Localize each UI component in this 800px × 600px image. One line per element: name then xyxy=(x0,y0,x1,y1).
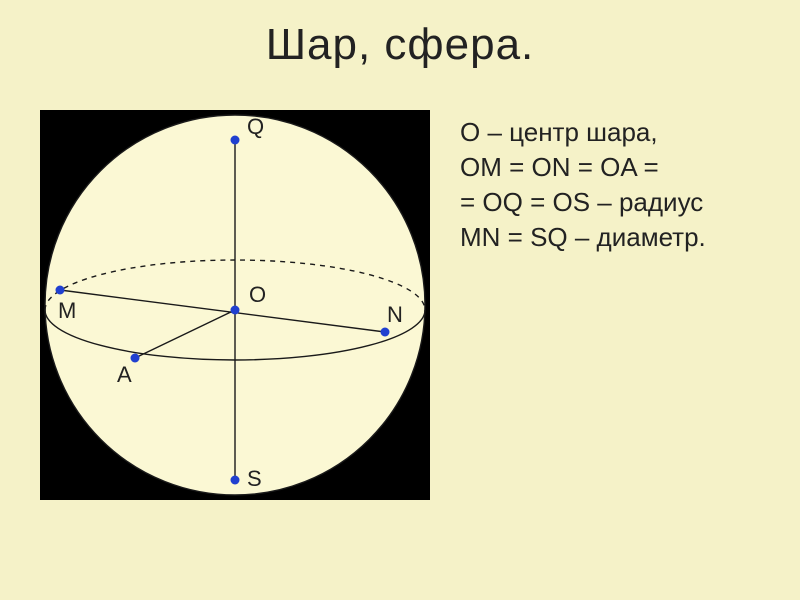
svg-text:S: S xyxy=(247,466,262,491)
page-title: Шар, сфера. xyxy=(0,0,800,70)
svg-text:M: M xyxy=(58,298,76,323)
svg-text:A: A xyxy=(117,362,132,387)
desc-line-2: ОМ = ОN = OA = xyxy=(460,150,706,185)
svg-text:O: O xyxy=(249,282,266,307)
description-block: О – центр шара, ОМ = ОN = OA = = OQ = OS… xyxy=(460,115,706,255)
sphere-svg: O Q S M N A xyxy=(40,110,430,500)
desc-line-4: MN = SQ – диаметр. xyxy=(460,220,706,255)
svg-text:Q: Q xyxy=(247,114,264,139)
desc-line-3: = OQ = OS – радиус xyxy=(460,185,706,220)
sphere-diagram: O Q S M N A xyxy=(40,110,430,500)
desc-line-1: О – центр шара, xyxy=(460,115,706,150)
svg-text:N: N xyxy=(387,302,403,327)
